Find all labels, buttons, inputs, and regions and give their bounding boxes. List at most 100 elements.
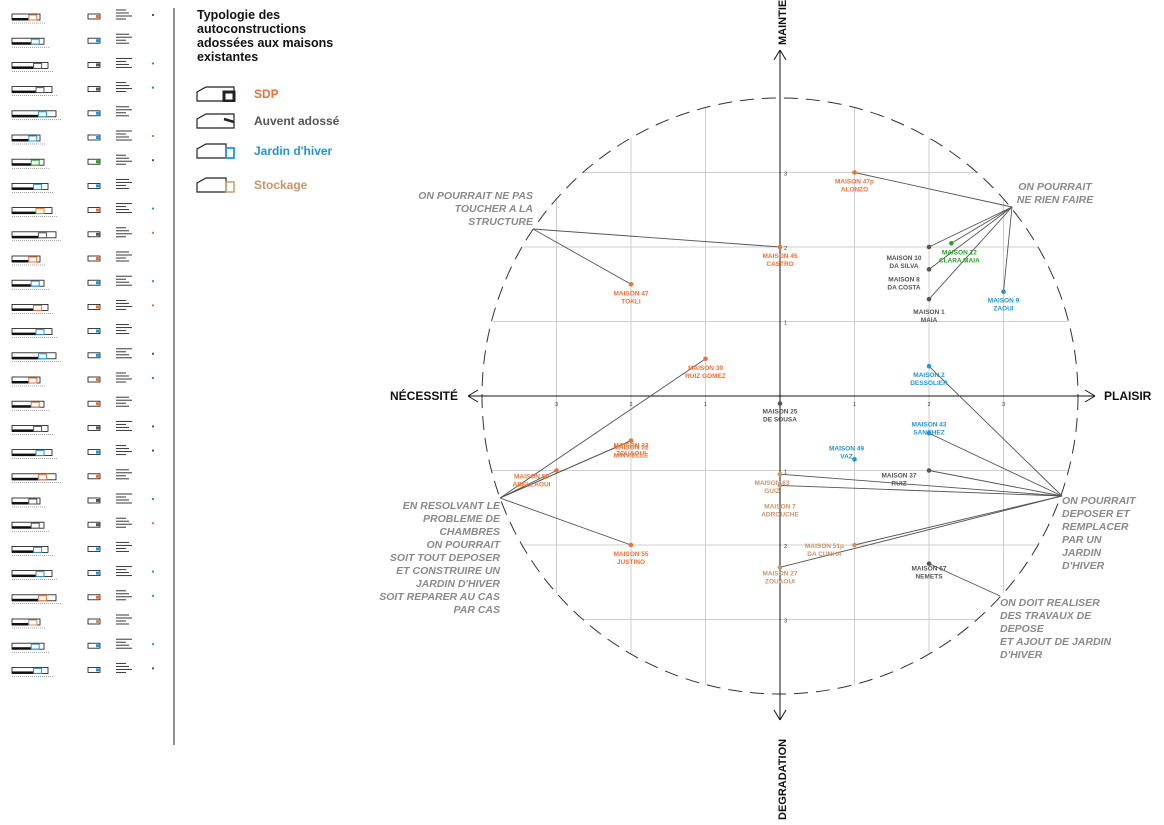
annotation-line: DEPOSE (1000, 623, 1045, 635)
typology-row (11, 445, 154, 459)
point-label-name: RUIZ (891, 481, 906, 488)
point-marker[interactable] (777, 483, 783, 488)
y-tick-label: 3 (784, 619, 787, 625)
connector-line (928, 563, 1001, 597)
annotation-line: ON POURRAIT NE PAS (418, 190, 533, 202)
connector-line (499, 358, 706, 499)
typology-row (11, 154, 154, 169)
point-marker[interactable] (926, 363, 932, 369)
point-label-house: MAISON 8 (888, 276, 920, 283)
point-label-name: CASTRO (766, 261, 793, 268)
annotation-line: ON POURRAIT (1062, 495, 1137, 507)
connector-lines (499, 172, 1063, 597)
point-marker[interactable] (777, 565, 783, 570)
typology-row (11, 590, 154, 605)
connector-line (499, 470, 557, 499)
point-marker[interactable] (852, 170, 857, 175)
connector-line (779, 484, 1063, 497)
typology-row (11, 178, 132, 193)
connector-line (928, 206, 1013, 270)
point-label-name: RUIZ GOMEZ (685, 373, 726, 380)
point-label-house: MAISON 51p (805, 543, 844, 550)
x-tick-label: 2 (927, 402, 930, 408)
point-marker[interactable] (852, 457, 857, 462)
point-label-house: MAISON 43 (911, 421, 946, 428)
point-label-house: MAISON 25 (762, 408, 797, 415)
point-marker[interactable] (949, 240, 954, 246)
point-marker[interactable] (926, 267, 932, 272)
point-marker[interactable] (703, 356, 708, 362)
connector-line (499, 497, 632, 546)
annotation-line: ON POURRAIT (1018, 181, 1093, 193)
y-tick-label: 1 (784, 321, 787, 327)
point-label-name: NEMETS (915, 574, 943, 581)
point-dacosta[interactable]: MAISON 8DA COSTA (887, 267, 932, 291)
annotation-line: ET CONSTRUIRE UN (396, 565, 500, 577)
legend-label-stockage: Stockage (254, 178, 308, 192)
point-marker[interactable] (777, 401, 783, 406)
point-marker[interactable] (926, 244, 932, 250)
annotation-line: ON DOIT REALISER (1000, 597, 1100, 609)
y-tick-label: 1 (784, 470, 787, 476)
point-label-name: JUSTINO (617, 559, 645, 566)
point-label-house: MAISON 7 (764, 503, 796, 510)
typology-row (11, 541, 132, 556)
point-marker[interactable] (852, 542, 857, 548)
point-marker[interactable] (926, 296, 932, 302)
point-label-house: MAISON 51 (613, 445, 648, 452)
typology-row (11, 82, 154, 96)
typology-row (11, 9, 154, 24)
y-tick-label: 2 (784, 544, 787, 550)
connector-line (928, 470, 1063, 497)
point-marker[interactable] (777, 244, 783, 250)
point-marker[interactable] (926, 468, 932, 473)
point-label-name: VAZ (840, 453, 853, 460)
point-marker[interactable] (628, 438, 634, 444)
point-marker[interactable] (628, 281, 634, 287)
point-label-house: MAISON 47p (835, 179, 874, 186)
connector-line (499, 440, 632, 499)
typology-row (11, 203, 154, 217)
point-marker[interactable] (777, 471, 783, 477)
axis-label-right: PLAISIR (1104, 389, 1152, 403)
point-label-house: MAISON 9 (988, 298, 1020, 305)
point-marker[interactable] (628, 542, 634, 548)
point-marker[interactable] (926, 430, 932, 436)
point-marker[interactable] (554, 468, 559, 473)
arrow-down-icon (773, 709, 787, 721)
x-tick-label: 2 (629, 402, 632, 408)
point-marker[interactable] (1001, 289, 1006, 295)
point-label-house: MAISON 63 (754, 480, 789, 487)
point-label-house: MAISON 12 (942, 249, 977, 256)
arrow-right-icon (1084, 389, 1096, 403)
point-marker[interactable] (926, 561, 932, 566)
point-label-house: MAISON 37 (881, 473, 916, 480)
legend-item-stockage: Stockage (196, 176, 307, 194)
annotation-line: EN RESOLVANT LE (403, 500, 501, 512)
point-label-house: MAISON 33 (613, 443, 648, 450)
point-label-house: MAISON 2 (913, 372, 945, 379)
point-label-name: ALONZO (841, 187, 868, 194)
typology-row (11, 396, 132, 411)
